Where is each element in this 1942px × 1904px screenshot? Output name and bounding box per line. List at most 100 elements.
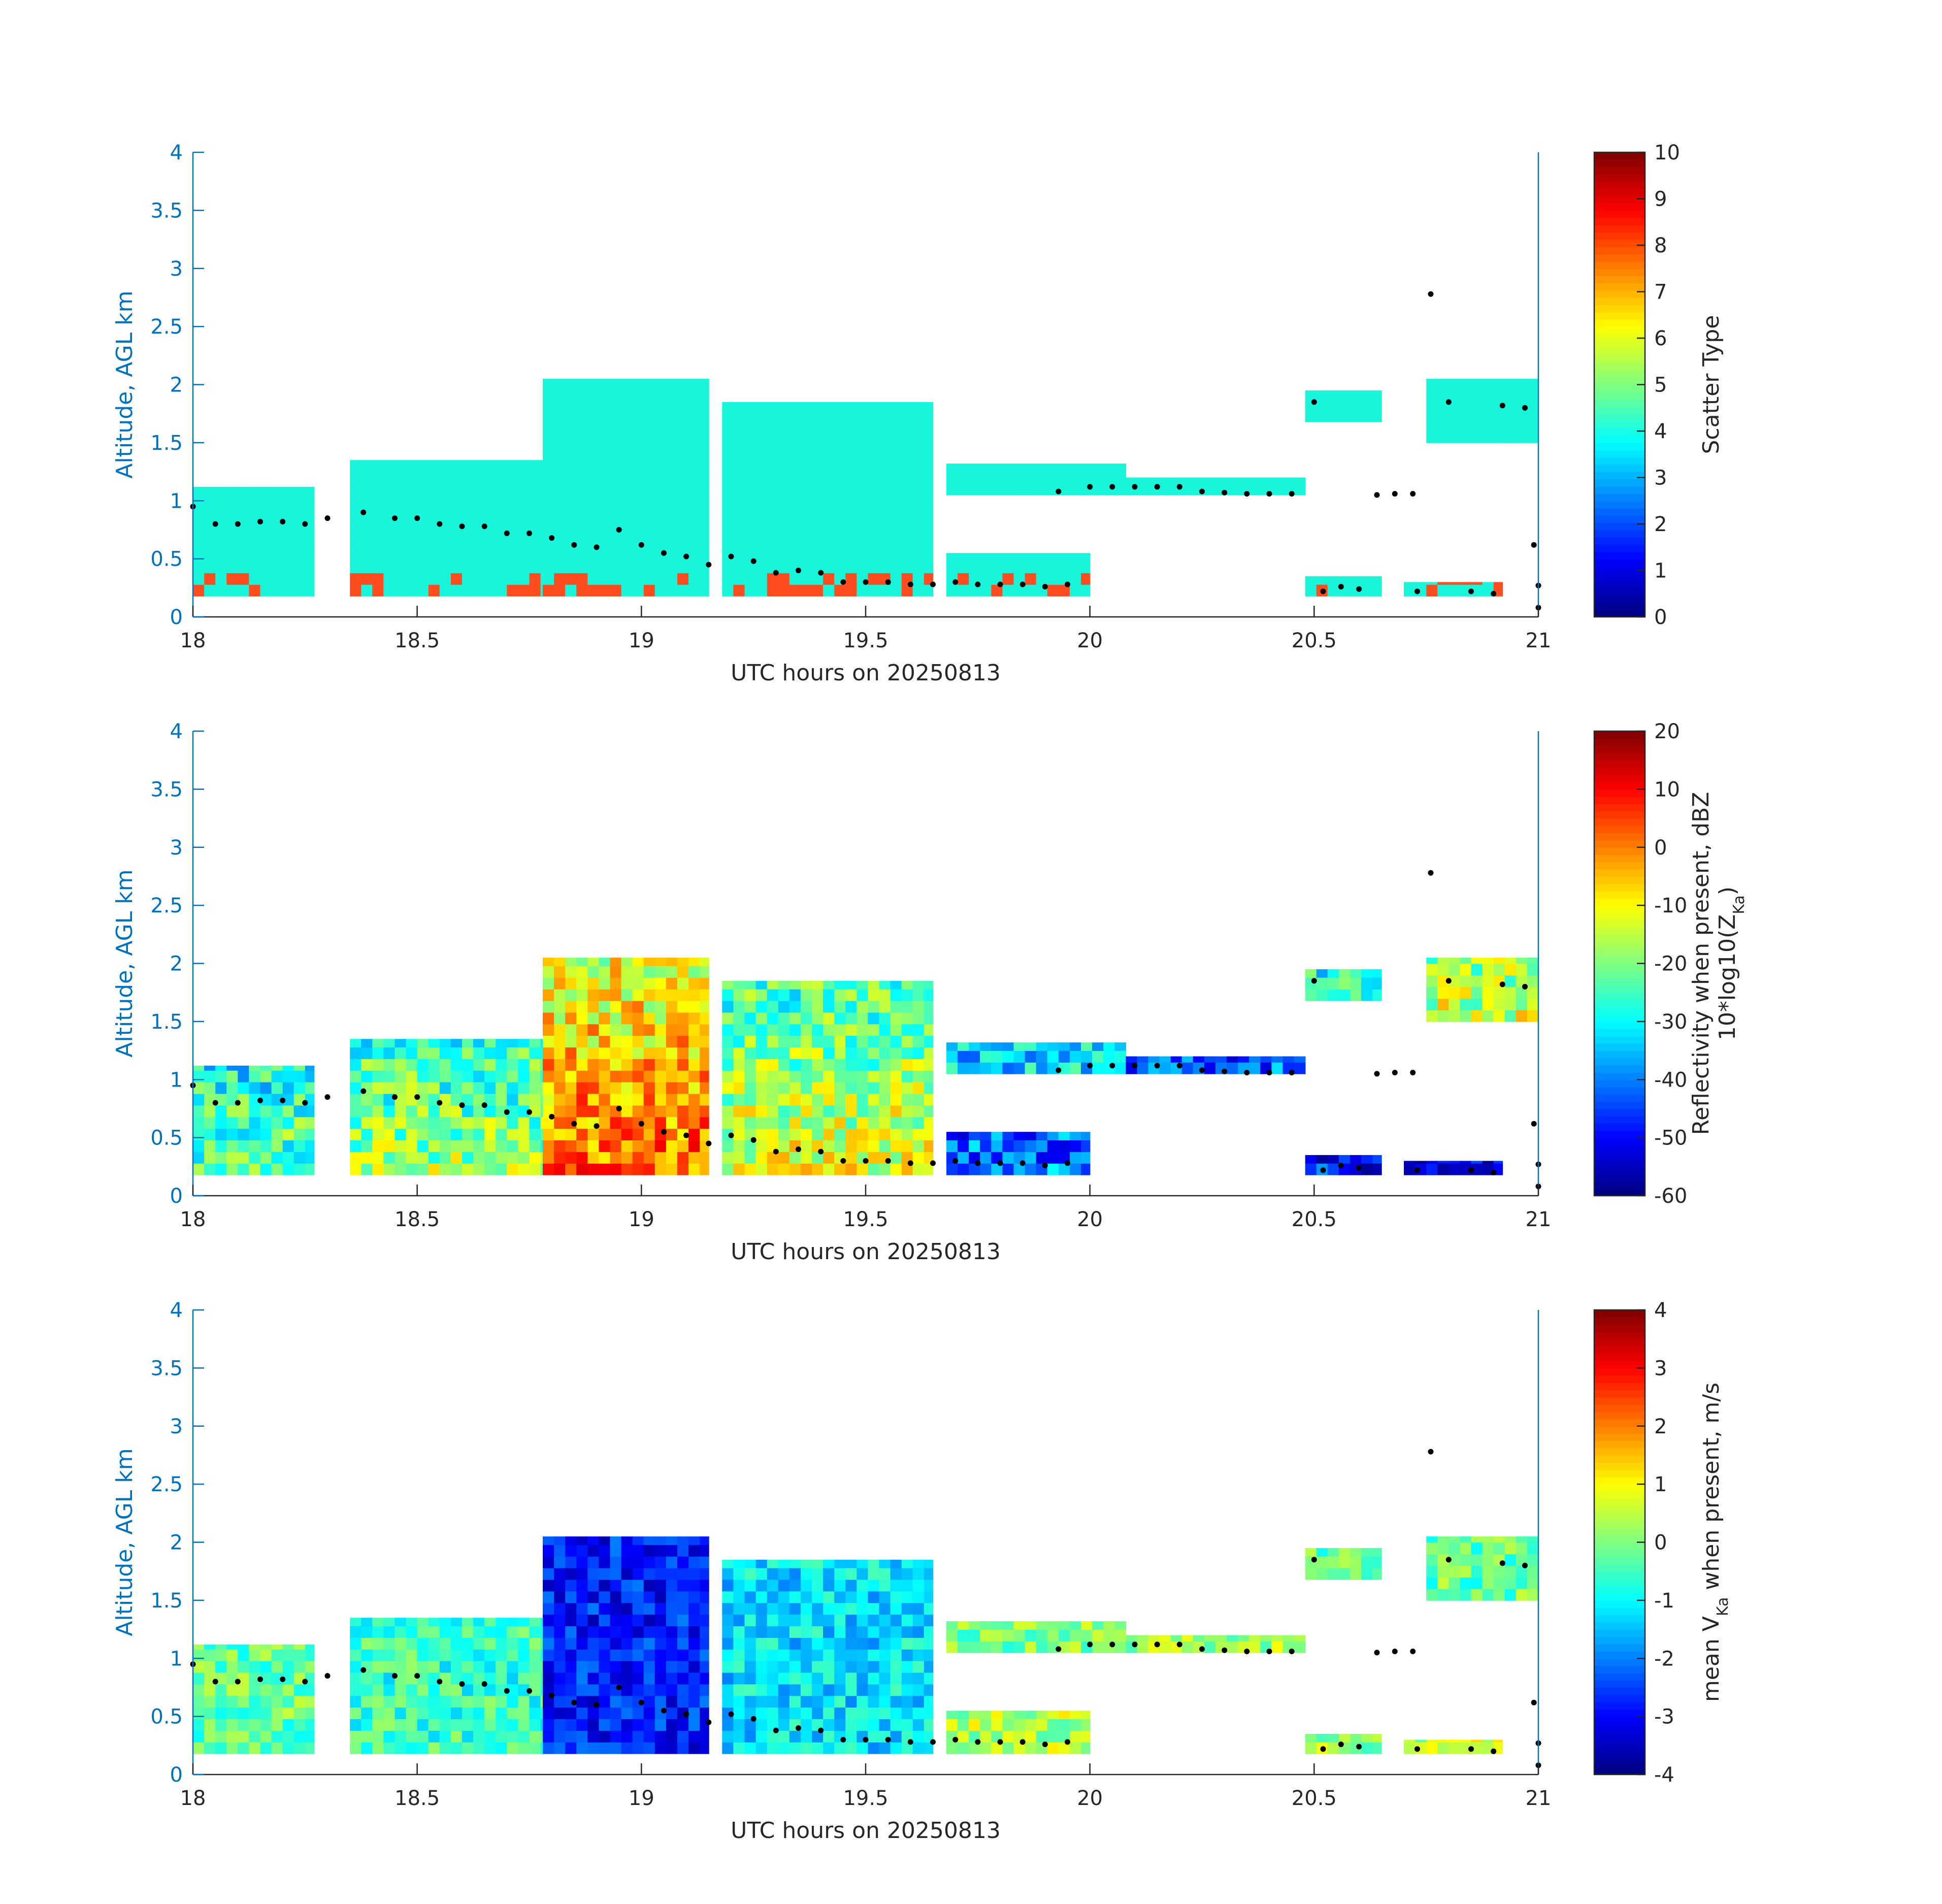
reflectivity-cloud-base-dot bbox=[863, 1158, 869, 1164]
reflectivity-echo-cell bbox=[226, 1163, 239, 1175]
scatter-type-echo-cell bbox=[215, 491, 227, 504]
scatter-type-echo-cell bbox=[428, 468, 440, 480]
velocity-echo-cell bbox=[778, 1649, 790, 1661]
velocity-y-tick-label: 0 bbox=[170, 1763, 183, 1787]
reflectivity-echo-cell bbox=[868, 1093, 880, 1106]
scatter-type-echo-cell bbox=[383, 538, 396, 550]
reflectivity-echo-cell bbox=[890, 1047, 902, 1059]
velocity-echo-cell bbox=[654, 1730, 667, 1743]
reflectivity-echo-cell bbox=[744, 1081, 756, 1094]
velocity-echo-cell bbox=[800, 1626, 812, 1638]
scatter-type-echo-cell bbox=[912, 456, 925, 469]
scatter-type-echo-cell bbox=[800, 456, 812, 469]
reflectivity-echo-cell bbox=[406, 1117, 418, 1129]
reflectivity-echo-cell bbox=[1437, 987, 1450, 999]
scatter-type-echo-cell bbox=[755, 538, 768, 550]
reflectivity-echo-cell bbox=[789, 1000, 801, 1013]
velocity-echo-cell bbox=[587, 1567, 600, 1580]
reflectivity-cloud-base-dot bbox=[1392, 1070, 1398, 1075]
velocity-echo-cell bbox=[361, 1730, 373, 1743]
reflectivity-echo-cell bbox=[1271, 1062, 1283, 1074]
velocity-echo-cell bbox=[632, 1614, 644, 1626]
scatter-type-echo-cell bbox=[879, 468, 891, 480]
reflectivity-echo-cell bbox=[599, 1105, 611, 1118]
reflectivity-echo-cell bbox=[238, 1070, 250, 1082]
velocity-echo-cell bbox=[1482, 1565, 1494, 1578]
velocity-echo-cell bbox=[812, 1591, 824, 1603]
reflectivity-cloud-base-dot bbox=[728, 1132, 734, 1138]
scatter-type-echo-cell bbox=[857, 410, 869, 422]
reflectivity-cloud-base-dot bbox=[706, 1140, 712, 1146]
velocity-echo-cell bbox=[305, 1742, 315, 1754]
scatter-type-echo-cell bbox=[599, 456, 611, 469]
reflectivity-echo-cell bbox=[1338, 989, 1351, 1001]
reflectivity-echo-cell bbox=[282, 1140, 294, 1152]
velocity-colorbar-segment bbox=[1594, 1615, 1645, 1623]
reflectivity-echo-cell bbox=[1471, 1010, 1483, 1022]
velocity-echo-cell bbox=[879, 1591, 891, 1603]
velocity-echo-cell bbox=[1204, 1635, 1216, 1642]
reflectivity-echo-cell bbox=[226, 1105, 239, 1118]
velocity-echo-cell bbox=[1002, 1640, 1014, 1653]
velocity-cloud-base-dot bbox=[1176, 1642, 1182, 1648]
velocity-echo-cell bbox=[946, 1742, 958, 1754]
scatter-type-cloud-base-dot bbox=[1065, 581, 1070, 587]
velocity-echo-cell bbox=[428, 1719, 440, 1731]
scatter-type-echo-cell bbox=[733, 503, 745, 515]
reflectivity-echo-cell bbox=[417, 1081, 429, 1094]
reflectivity-echo-cell bbox=[1426, 1163, 1438, 1175]
scatter-type-echo-cell bbox=[857, 503, 869, 515]
scatter-type-echo-cell bbox=[666, 456, 678, 469]
velocity-echo-cell bbox=[417, 1618, 429, 1626]
reflectivity-echo-cell bbox=[540, 1070, 543, 1082]
scatter-type-echo-cell bbox=[666, 514, 678, 527]
velocity-echo-cell bbox=[688, 1579, 700, 1592]
reflectivity-echo-cell bbox=[1361, 989, 1373, 1001]
reflectivity-colorbar-segment bbox=[1594, 840, 1645, 848]
velocity-colorbar-segment bbox=[1594, 1593, 1645, 1601]
velocity-echo-cell bbox=[204, 1649, 216, 1661]
velocity-colorbar-segment bbox=[1594, 1375, 1645, 1383]
reflectivity-echo-cell bbox=[643, 977, 655, 990]
velocity-echo-cell bbox=[666, 1614, 678, 1626]
reflectivity-echo-cell bbox=[912, 1070, 925, 1082]
velocity-echo-cell bbox=[677, 1567, 689, 1580]
scatter-type-echo-cell bbox=[643, 445, 655, 457]
velocity-echo-cell bbox=[834, 1591, 846, 1603]
velocity-echo-cell bbox=[879, 1637, 891, 1650]
reflectivity-echo-cell bbox=[496, 1117, 508, 1129]
reflectivity-echo-cell bbox=[755, 1140, 768, 1152]
velocity-echo-cell bbox=[1338, 1556, 1351, 1568]
scatter-type-echo-cell bbox=[350, 549, 362, 562]
reflectivity-echo-cell bbox=[1493, 1010, 1505, 1022]
velocity-echo-cell bbox=[621, 1591, 633, 1603]
velocity-echo-cell bbox=[496, 1672, 508, 1685]
velocity-echo-cell bbox=[1058, 1742, 1070, 1754]
scatter-type-echo-cell bbox=[1493, 384, 1505, 397]
reflectivity-echo-cell bbox=[1493, 998, 1505, 1010]
velocity-y-tick-label: 3.5 bbox=[150, 1357, 183, 1380]
reflectivity-echo-cell bbox=[755, 1152, 768, 1164]
reflectivity-echo-cell bbox=[406, 1128, 418, 1140]
scatter-type-echo-cell bbox=[621, 421, 633, 434]
scatter-type-echo-cell bbox=[823, 410, 835, 422]
reflectivity-echo-cell bbox=[677, 977, 689, 990]
velocity-echo-cell bbox=[924, 1626, 934, 1638]
scatter-type-echo-cell bbox=[643, 503, 655, 515]
scatter-type-echo-cell bbox=[226, 573, 239, 585]
velocity-echo-cell bbox=[632, 1626, 644, 1638]
reflectivity-echo-cell bbox=[543, 1070, 554, 1082]
reflectivity-echo-cell bbox=[778, 980, 790, 990]
velocity-echo-cell bbox=[1081, 1719, 1091, 1731]
scatter-type-echo-cell bbox=[282, 491, 294, 504]
reflectivity-echo-cell bbox=[417, 1070, 429, 1082]
scatter-type-echo-cell bbox=[1204, 477, 1216, 484]
scatter-type-echo-cell bbox=[789, 445, 801, 457]
reflectivity-echo-cell bbox=[587, 1000, 600, 1013]
scatter-type-cloud-base-dot bbox=[1414, 588, 1420, 595]
velocity-echo-cell bbox=[372, 1626, 384, 1638]
reflectivity-colorbar-segment bbox=[1594, 833, 1645, 841]
scatter-type-echo-cell bbox=[632, 561, 644, 573]
reflectivity-echo-cell bbox=[958, 1140, 969, 1152]
velocity-echo-cell bbox=[621, 1660, 633, 1673]
